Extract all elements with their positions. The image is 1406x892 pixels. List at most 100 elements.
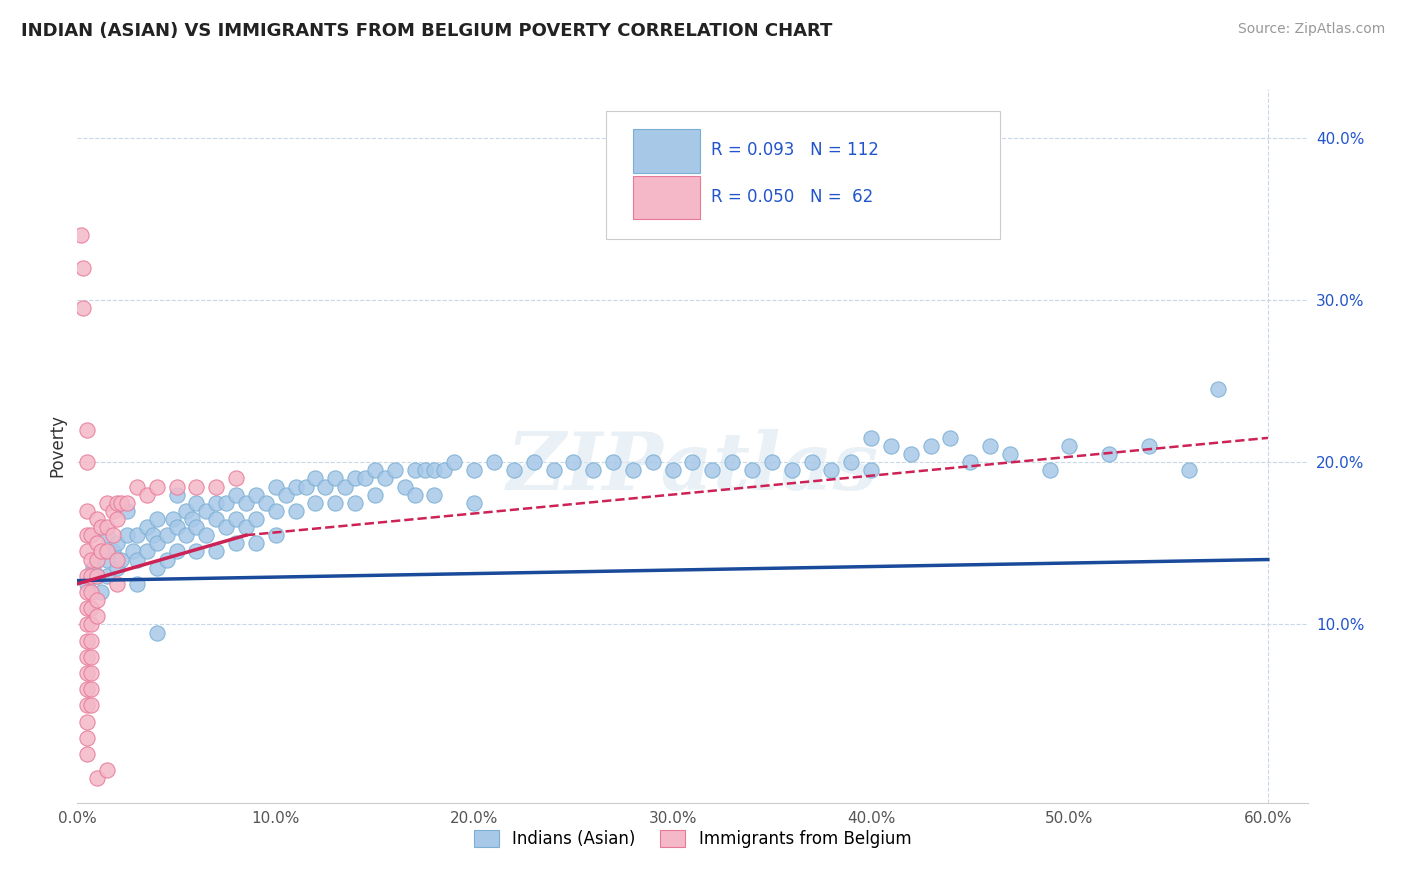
Point: [115, 496, 138, 510]
Point: [413, 463, 436, 477]
Point: [105, 536, 128, 550]
Point: [839, 455, 862, 469]
Point: [482, 455, 505, 469]
Point: [80, 649, 103, 664]
Point: [176, 504, 198, 518]
Point: [800, 455, 823, 469]
Point: [145, 560, 167, 574]
Point: [80, 528, 103, 542]
Point: [115, 528, 138, 542]
Point: [162, 512, 184, 526]
Point: [394, 479, 416, 493]
Point: [105, 560, 128, 574]
Point: [543, 463, 565, 477]
Point: [101, 544, 124, 558]
Point: [125, 552, 148, 566]
Point: [900, 447, 922, 461]
Point: [920, 439, 942, 453]
Point: [186, 544, 208, 558]
Point: [110, 552, 132, 566]
Point: [225, 471, 247, 485]
Point: [761, 455, 783, 469]
Point: [463, 463, 485, 477]
Point: [225, 488, 247, 502]
Point: [86, 593, 108, 607]
Point: [72, 301, 94, 315]
Point: [145, 479, 167, 493]
Legend: Indians (Asian), Immigrants from Belgium: Indians (Asian), Immigrants from Belgium: [467, 823, 918, 855]
FancyBboxPatch shape: [634, 176, 700, 219]
Point: [101, 528, 124, 542]
Point: [76, 714, 98, 729]
Point: [135, 488, 157, 502]
Point: [86, 512, 108, 526]
Point: [142, 528, 165, 542]
Point: [661, 463, 683, 477]
Point: [364, 463, 387, 477]
Point: [621, 463, 644, 477]
Point: [135, 520, 157, 534]
Point: [90, 544, 112, 558]
Point: [82, 560, 104, 574]
Point: [76, 747, 98, 761]
Point: [562, 455, 585, 469]
Point: [76, 682, 98, 697]
Point: [1059, 439, 1081, 453]
Point: [384, 463, 406, 477]
Point: [96, 528, 118, 542]
Point: [145, 625, 167, 640]
Point: [80, 682, 103, 697]
Point: [323, 496, 346, 510]
Point: [76, 568, 98, 582]
Point: [344, 496, 367, 510]
Point: [998, 447, 1021, 461]
Point: [166, 544, 188, 558]
Point: [780, 463, 803, 477]
Point: [105, 496, 128, 510]
Point: [156, 528, 179, 542]
Point: [1137, 439, 1160, 453]
Point: [80, 601, 103, 615]
Point: [423, 488, 446, 502]
Point: [245, 488, 267, 502]
Point: [105, 577, 128, 591]
Point: [443, 455, 465, 469]
Point: [215, 496, 238, 510]
Point: [125, 479, 148, 493]
Point: [423, 463, 446, 477]
Point: [880, 439, 903, 453]
Point: [582, 463, 605, 477]
Point: [80, 552, 103, 566]
Point: [181, 512, 204, 526]
Point: [76, 698, 98, 713]
Point: [274, 488, 297, 502]
Point: [523, 455, 546, 469]
Point: [404, 463, 426, 477]
Point: [205, 496, 228, 510]
Point: [76, 423, 98, 437]
Point: [145, 536, 167, 550]
Point: [76, 731, 98, 745]
Point: [76, 544, 98, 558]
Point: [145, 512, 167, 526]
Point: [641, 455, 664, 469]
Point: [860, 463, 883, 477]
Point: [860, 431, 883, 445]
Point: [105, 552, 128, 566]
Point: [96, 496, 118, 510]
Point: [205, 512, 228, 526]
Point: [90, 585, 112, 599]
Point: [176, 528, 198, 542]
Point: [76, 666, 98, 681]
Point: [335, 479, 357, 493]
Point: [245, 512, 267, 526]
Point: [344, 471, 367, 485]
Point: [76, 528, 98, 542]
Point: [80, 585, 103, 599]
Point: [502, 463, 524, 477]
Point: [76, 617, 98, 632]
Point: [76, 633, 98, 648]
Point: [205, 544, 228, 558]
Point: [86, 568, 108, 582]
Text: R = 0.093   N = 112: R = 0.093 N = 112: [711, 141, 879, 159]
